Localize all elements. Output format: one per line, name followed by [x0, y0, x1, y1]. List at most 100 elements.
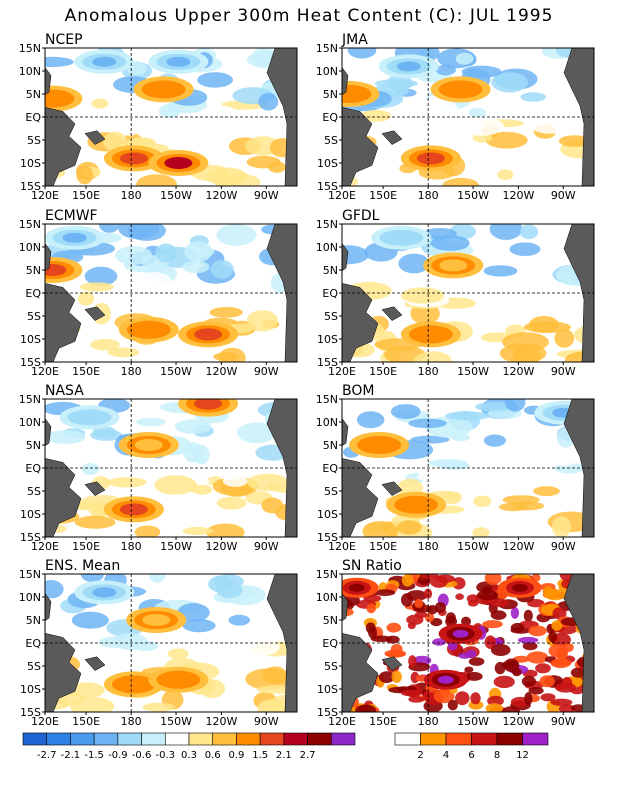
- map-panel-3: 120E 150E 180 150W 120W 90W 15N 10N 5N EQ 5S 10S 15S…: [316, 208, 595, 378]
- anomaly-blob: [459, 116, 504, 136]
- colorbar-label: -2.1: [61, 750, 81, 761]
- x-tick-label: 180: [418, 365, 439, 378]
- anomaly-blob: [413, 351, 453, 362]
- sn-blob: [550, 658, 571, 669]
- americas: [563, 48, 594, 186]
- panel-label: ENS. Mean: [45, 558, 120, 574]
- y-tick-label: 15S: [20, 706, 41, 719]
- x-tick-label: 150W: [160, 540, 192, 553]
- anomaly-blob: [551, 453, 577, 467]
- y-tick-label: 15N: [316, 568, 338, 581]
- sn-blob: [365, 622, 376, 634]
- colorbar-label: 2.1: [276, 750, 292, 761]
- anomaly-blob: [246, 310, 278, 332]
- anomaly-blob: [191, 484, 213, 495]
- anomaly-core: [348, 583, 365, 592]
- y-tick-label: 10N: [316, 416, 338, 429]
- anomaly-blob: [410, 435, 450, 444]
- sn-blob: [562, 642, 574, 653]
- anomaly-blob: [182, 619, 216, 633]
- y-tick-label: 15S: [317, 356, 338, 369]
- y-tick-label: 15N: [316, 218, 338, 231]
- anomaly-blob: [398, 253, 430, 274]
- sn-blob: [465, 671, 483, 681]
- anomaly-blob: [206, 523, 245, 537]
- x-tick-label: 90W: [254, 365, 279, 378]
- anomaly-core: [452, 629, 469, 638]
- anomaly-core: [439, 259, 468, 272]
- sn-blob: [401, 574, 414, 587]
- anomaly-blob: [247, 473, 289, 492]
- anomaly-blob: [451, 433, 470, 442]
- philippines: [45, 417, 52, 447]
- x-tick-label: 120E: [328, 189, 356, 202]
- new-guinea: [381, 656, 403, 671]
- sn-blob: [432, 638, 447, 646]
- sn-blob: [408, 696, 425, 703]
- anomaly-field: [45, 48, 297, 186]
- sn-blob: [510, 607, 520, 619]
- y-tick-label: 15S: [20, 356, 41, 369]
- x-tick-label: 120W: [205, 189, 237, 202]
- new-guinea: [84, 656, 106, 671]
- anomaly-blob: [209, 307, 243, 318]
- sn-blob: [355, 704, 377, 712]
- maritime-continent: [342, 283, 379, 362]
- x-tick-label: 150W: [457, 365, 489, 378]
- colorbar-swatch: [522, 732, 549, 746]
- sn-blob: [401, 593, 413, 607]
- colorbar-label: 2: [417, 750, 423, 761]
- sn-blob: [366, 603, 376, 614]
- y-tick-label: 10N: [19, 241, 41, 254]
- anomaly-blob: [268, 161, 286, 173]
- anomaly-blob: [520, 92, 546, 102]
- y-tick-label: 5S: [324, 134, 338, 147]
- anomaly-blob: [115, 246, 153, 265]
- anomaly-core: [92, 587, 117, 598]
- maritime-continent: [342, 633, 379, 712]
- anomaly-blob: [73, 631, 106, 642]
- anomaly-blob: [98, 224, 120, 233]
- sn-blob: [400, 689, 421, 697]
- colorbar-swatch: [307, 732, 332, 746]
- anomaly-blob: [149, 574, 166, 583]
- anomaly-core: [119, 678, 148, 691]
- anomaly-blob: [442, 177, 480, 186]
- anomaly-core: [342, 88, 364, 100]
- colorbar-label: 4: [443, 750, 449, 761]
- anomaly-blob: [136, 174, 177, 186]
- anomaly-blob: [237, 422, 277, 444]
- sn-blob: [476, 590, 499, 601]
- anomaly-blob: [213, 352, 238, 361]
- x-tick-label: 120W: [502, 715, 534, 728]
- sn-blob: [447, 641, 458, 651]
- y-tick-label: EQ: [25, 111, 41, 124]
- colorbar-swatch: [330, 732, 356, 746]
- anomaly-core: [92, 56, 117, 67]
- colorbar-swatch: [420, 732, 447, 746]
- y-tick-label: 15N: [316, 393, 338, 406]
- anomaly-blob: [210, 259, 234, 279]
- y-tick-label: 5N: [26, 88, 41, 101]
- sn-blob: [512, 667, 522, 677]
- anomaly-blob: [472, 527, 490, 537]
- americas: [266, 574, 297, 712]
- sn-blob: [535, 663, 551, 674]
- map-panel-1: 120E 150E 180 150W 120W 90W 15N 10N 5N EQ 5S 10S 15S…: [316, 32, 595, 202]
- maritime-continent: [342, 458, 379, 537]
- americas: [563, 574, 594, 712]
- x-tick-label: 120E: [31, 540, 59, 553]
- anomaly-blob: [455, 52, 474, 65]
- map-panel-5: 120E 150E 180 150W 120W 90W 15N 10N 5N EQ 5S 10S 15S…: [316, 383, 595, 553]
- y-tick-label: 15N: [19, 42, 41, 55]
- anomaly-blob: [228, 614, 251, 626]
- colorbar-swatch: [283, 732, 308, 746]
- anomaly-blob: [461, 65, 502, 78]
- sn-blob: [528, 625, 547, 637]
- y-tick-label: 15S: [317, 180, 338, 193]
- sn-blob: [374, 589, 396, 596]
- panel-label: JMA: [341, 32, 368, 48]
- sn-blob: [414, 598, 424, 608]
- philippines: [342, 242, 349, 272]
- anomaly-blob: [222, 475, 248, 487]
